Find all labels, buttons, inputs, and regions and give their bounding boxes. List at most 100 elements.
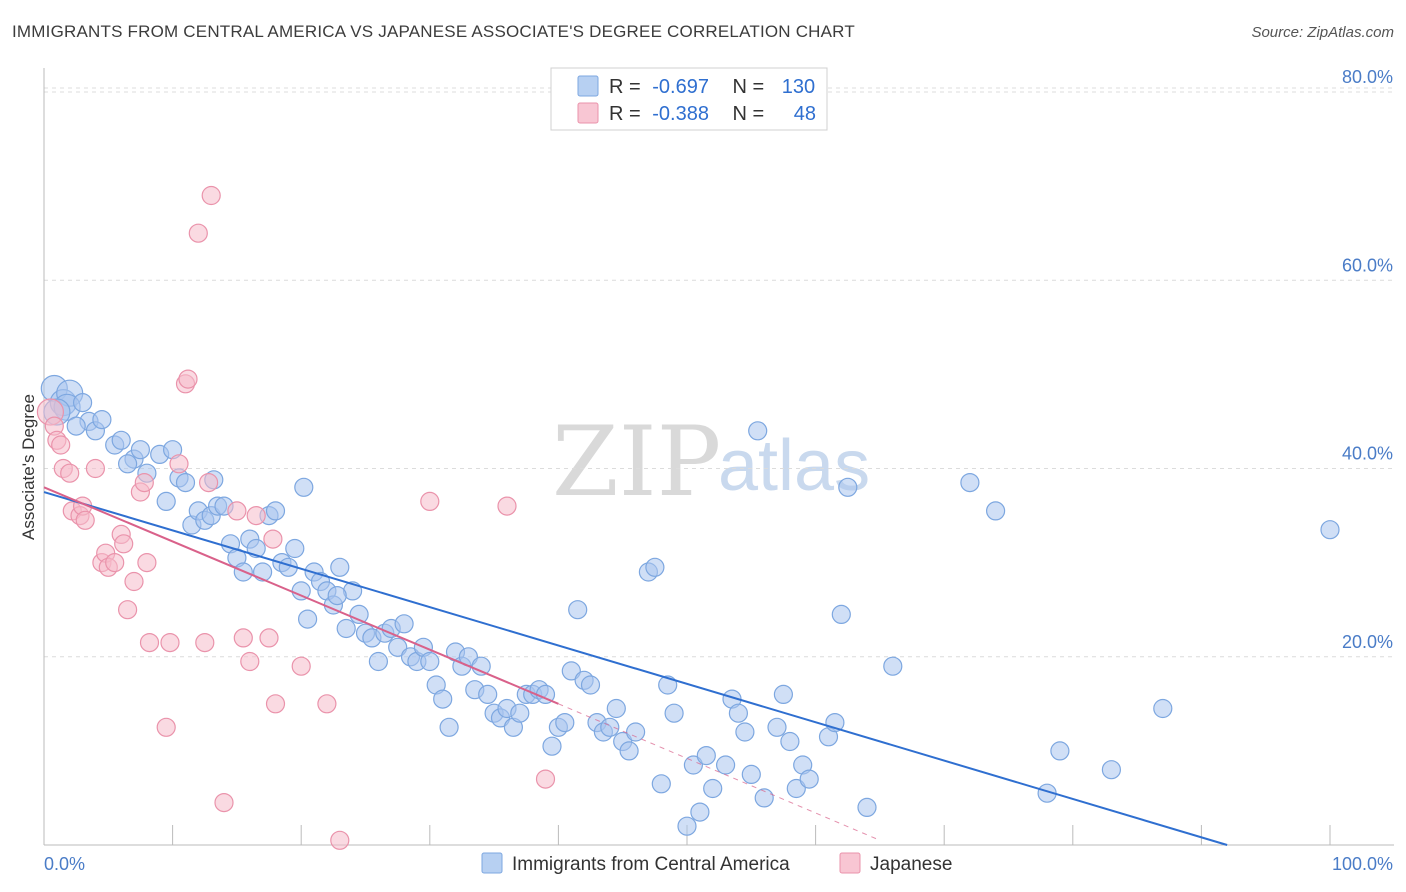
point-immigrants-97 [696,745,716,766]
point-japanese-27 [178,369,198,389]
y-tick-label-20: 20.0% [1342,632,1393,652]
point-immigrants-42 [330,557,350,577]
point-japanese-31 [201,185,221,206]
point-immigrants-77 [555,712,575,733]
point-japanese-23 [156,717,176,737]
point-immigrants-129 [327,585,347,606]
trend-line-extension-1 [558,703,881,841]
point-japanese-29 [195,632,215,653]
point-immigrants-65 [478,684,498,705]
point-immigrants-87 [619,741,639,761]
point-immigrants-117 [883,656,903,676]
point-japanese-42 [330,830,350,850]
point-japanese-28 [188,223,208,243]
trend-line-0 [43,491,1228,846]
y-tick-label-80: 80.0% [1342,67,1393,87]
legend-swatch-pink [577,102,599,124]
trend-line-1 [43,486,559,705]
point-immigrants-84 [600,717,620,737]
legend-swatch-blue [577,75,599,97]
legend-n-label-2: N = [733,103,765,125]
point-immigrants-93 [664,703,684,723]
point-immigrants-4 [72,393,93,413]
point-immigrants-92 [658,675,678,695]
point-immigrants-36 [298,609,318,629]
watermark-zip: ZIP [552,406,721,518]
point-japanese-20 [134,473,154,493]
point-immigrants-34 [285,538,305,559]
point-immigrants-123 [1153,698,1173,719]
point-immigrants-102 [735,722,755,742]
bottom-legend-label-immigrants[interactable]: Immigrants from Central America [512,854,790,875]
point-immigrants-51 [388,637,408,657]
x-tick-marks [43,825,1331,845]
x-tick-labels: 0.0% 100.0% [44,854,1393,874]
point-japanese-3 [51,435,71,455]
point-immigrants-111 [799,769,819,789]
point-japanese-45 [535,769,556,789]
point-immigrants-70 [510,703,530,723]
stats-legend: R = -0.697 N = 130 R = -0.388 N = 48 [550,67,828,131]
point-immigrants-101 [728,703,749,723]
point-immigrants-85 [606,698,626,719]
point-japanese-18 [124,571,144,592]
point-immigrants-119 [985,501,1006,521]
point-japanese-16 [114,534,134,554]
legend-n-value-1: 130 [782,76,815,98]
point-japanese-40 [291,656,311,676]
legend-r-value-1: -0.697 [652,76,709,98]
legend-n-label-1: N = [733,76,765,98]
point-immigrants-90 [645,557,665,577]
point-japanese-21 [137,552,157,573]
point-japanese-36 [246,505,266,526]
point-japanese-9 [75,510,95,530]
point-japanese-22 [139,632,160,653]
point-immigrants-64 [471,656,491,676]
point-japanese-44 [497,496,517,516]
point-immigrants-115 [838,477,858,497]
point-japanese-41 [317,694,337,714]
point-immigrants-43 [336,618,356,639]
y-tick-label-40: 40.0% [1342,444,1393,464]
point-immigrants-79 [568,600,588,620]
point-immigrants-48 [368,651,388,672]
bottom-legend-swatch-blue[interactable] [481,852,503,874]
point-immigrants-7 [92,410,112,430]
point-immigrants-116 [857,797,877,818]
legend-r-value-2: -0.388 [652,103,709,125]
point-japanese-5 [60,463,80,483]
point-immigrants-31 [265,501,286,521]
bottom-legend-swatch-pink[interactable] [839,852,861,874]
point-japanese-35 [240,651,260,672]
point-immigrants-9 [111,430,131,450]
svg-text:R = -0.697 N =: R = -0.697 N = 130 [609,76,815,98]
point-immigrants-127 [117,454,138,474]
point-immigrants-37 [294,477,314,497]
point-immigrants-78 [561,661,581,681]
point-japanese-32 [214,792,234,813]
point-immigrants-103 [741,764,761,785]
x-tick-label-min: 0.0% [44,854,85,874]
point-immigrants-121 [1050,741,1070,761]
point-japanese-43 [420,491,440,511]
series-immigrants-central-america [40,374,1340,836]
series-legend[interactable]: Immigrants from Central America Japanese [481,852,952,875]
y-axis-label: Associate's Degree [19,394,38,540]
point-immigrants-96 [690,802,710,822]
point-immigrants-58 [433,689,453,709]
point-immigrants-99 [715,755,736,775]
point-immigrants-114 [831,604,851,625]
point-japanese-24 [160,632,180,653]
legend-r-label-2: R = [609,103,641,125]
point-immigrants-56 [420,651,440,672]
point-immigrants-11 [130,440,150,460]
point-immigrants-52 [394,614,414,634]
point-japanese-14 [105,552,125,573]
point-immigrants-122 [1101,760,1122,780]
y-tick-label-60: 60.0% [1342,255,1393,275]
bottom-legend-label-japanese[interactable]: Japanese [870,854,952,875]
point-immigrants-104 [748,421,768,441]
point-immigrants-88 [625,722,646,742]
point-immigrants-109 [786,778,806,799]
